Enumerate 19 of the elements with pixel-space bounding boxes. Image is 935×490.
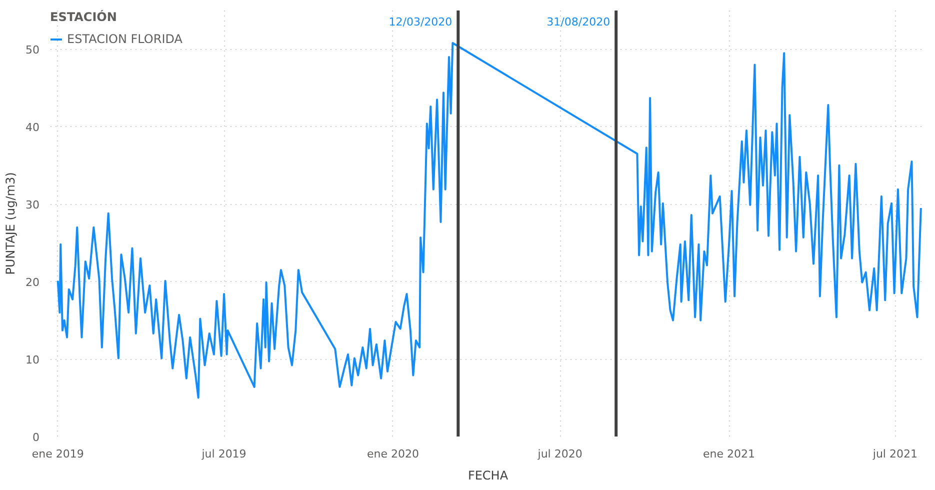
y-tick-label: 30 [26, 198, 40, 212]
y-tick-label: 20 [26, 276, 40, 290]
x-tick-label: ene 2019 [32, 448, 84, 460]
legend-label: ESTACION FLORIDA [67, 32, 182, 46]
y-axis-title: PUNTAJE (ug/m3) [4, 172, 18, 275]
legend-title: ESTACIÓN [50, 10, 118, 24]
x-axis-title: FECHA [468, 468, 509, 482]
x-tick-label: ene 2020 [366, 448, 419, 460]
ref-line-label: 31/08/2020 [546, 16, 610, 28]
x-tick-label: jul 2020 [536, 448, 582, 460]
y-tick-label: 50 [26, 44, 40, 57]
x-tick-label: ene 2021 [703, 448, 756, 460]
ref-line-label: 12/03/2020 [388, 16, 452, 28]
x-tick-label: jul 2021 [872, 448, 918, 460]
x-tick-label: jul 2019 [200, 448, 246, 460]
y-tick-label: 10 [26, 354, 40, 367]
y-tick-label: 0 [32, 431, 40, 444]
y-tick-label: 40 [26, 121, 40, 134]
line-series [56, 42, 922, 399]
